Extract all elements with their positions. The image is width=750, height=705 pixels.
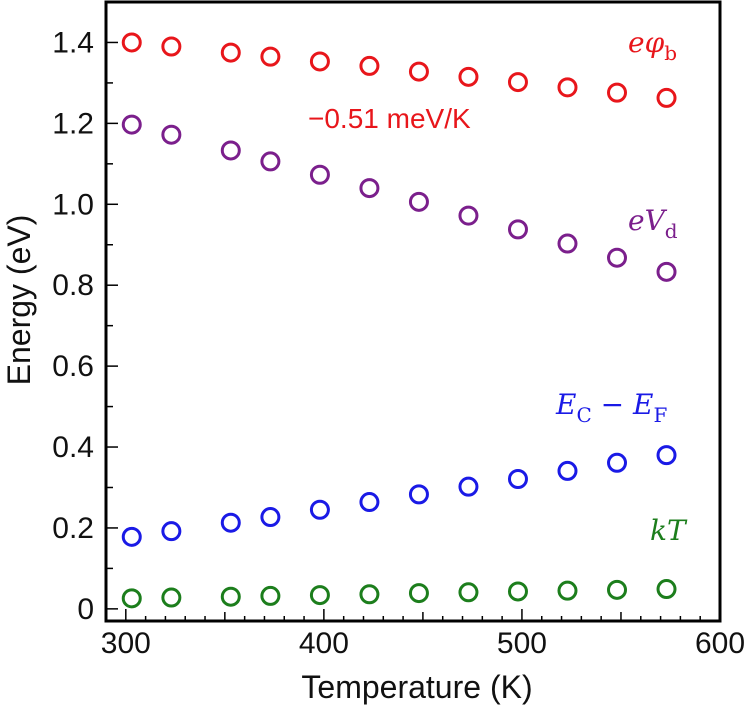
x-tick-label: 300 <box>101 627 151 660</box>
data-point <box>359 178 380 199</box>
data-point <box>507 219 528 240</box>
series-label-e-v-d: eVd <box>628 204 678 243</box>
plot-frame <box>104 0 722 623</box>
data-point <box>220 586 241 607</box>
data-point <box>656 445 677 466</box>
series-label-sub: b <box>664 41 677 65</box>
y-axis: 0 0.2 0.4 0.6 0.8 1.0 1.2 1.4 <box>52 1 118 626</box>
data-point <box>260 151 281 172</box>
y-tick-label: 1.0 <box>52 188 94 221</box>
y-tick-label: 0.4 <box>52 431 94 464</box>
data-point <box>309 585 330 606</box>
data-point <box>121 114 142 135</box>
data-point <box>161 36 182 57</box>
data-point <box>359 492 380 513</box>
data-point <box>359 55 380 76</box>
data-point <box>220 42 241 63</box>
data-point <box>458 582 479 603</box>
data-point <box>121 32 142 53</box>
series-0 <box>121 32 677 108</box>
x-tick-label: 400 <box>299 627 349 660</box>
data-point <box>220 512 241 533</box>
data-point <box>458 66 479 87</box>
series-label-mid: − E <box>592 388 654 421</box>
x-tick-label: 600 <box>695 627 745 660</box>
y-tick-label: 0 <box>77 593 94 626</box>
data-point <box>607 579 628 600</box>
series-3 <box>121 579 677 609</box>
data-point <box>260 46 281 67</box>
y-tick-label: 0.8 <box>52 269 94 302</box>
data-point <box>408 583 429 604</box>
series-label-sub2: F <box>653 403 667 427</box>
series-label-e-phi-b: eφb <box>628 26 677 65</box>
data-point <box>309 164 330 185</box>
series-label-main: kT <box>650 514 688 547</box>
data-point <box>359 584 380 605</box>
data-point <box>557 460 578 481</box>
series-label-ec-minus-ef: EC − EF <box>555 388 667 427</box>
data-point <box>607 247 628 268</box>
data-point <box>656 579 677 600</box>
series-layer <box>121 32 677 609</box>
series-label-kt: kT <box>650 514 688 547</box>
data-point <box>507 72 528 93</box>
series-label-main: eV <box>628 204 668 237</box>
data-point <box>507 581 528 602</box>
series-2 <box>121 445 677 547</box>
data-point <box>161 521 182 542</box>
data-point <box>121 526 142 547</box>
y-tick-label: 1.2 <box>52 107 94 140</box>
data-point <box>458 476 479 497</box>
data-point <box>507 468 528 489</box>
data-point <box>260 507 281 528</box>
series-label-sub: d <box>665 219 678 243</box>
plot-area <box>104 0 722 623</box>
y-axis-title: Energy (eV) <box>1 215 37 386</box>
data-point <box>408 191 429 212</box>
y-tick-label: 0.6 <box>52 350 94 383</box>
series-label-main: eφ <box>628 26 665 59</box>
series-1 <box>121 114 677 282</box>
data-point <box>161 587 182 608</box>
data-point <box>220 140 241 161</box>
data-point <box>656 261 677 282</box>
data-point <box>260 585 281 606</box>
data-point <box>161 124 182 145</box>
data-point <box>557 233 578 254</box>
x-tick-label: 500 <box>497 627 547 660</box>
data-point <box>408 61 429 82</box>
data-point <box>607 82 628 103</box>
x-axis: 300 400 500 600 <box>101 609 745 660</box>
data-point <box>607 452 628 473</box>
series-label-main: E <box>555 388 576 421</box>
y-tick-label: 1.4 <box>52 26 94 59</box>
data-point <box>309 51 330 72</box>
slope-annotation: −0.51 meV/K <box>308 103 471 134</box>
data-point <box>408 484 429 505</box>
data-point <box>557 580 578 601</box>
data-point <box>557 77 578 98</box>
data-point <box>121 588 142 609</box>
y-tick-label: 0.2 <box>52 512 94 545</box>
data-point <box>309 499 330 520</box>
series-label-sub: C <box>576 403 591 427</box>
data-point <box>656 87 677 108</box>
data-point <box>458 205 479 226</box>
x-axis-title: Temperature (K) <box>301 669 532 705</box>
